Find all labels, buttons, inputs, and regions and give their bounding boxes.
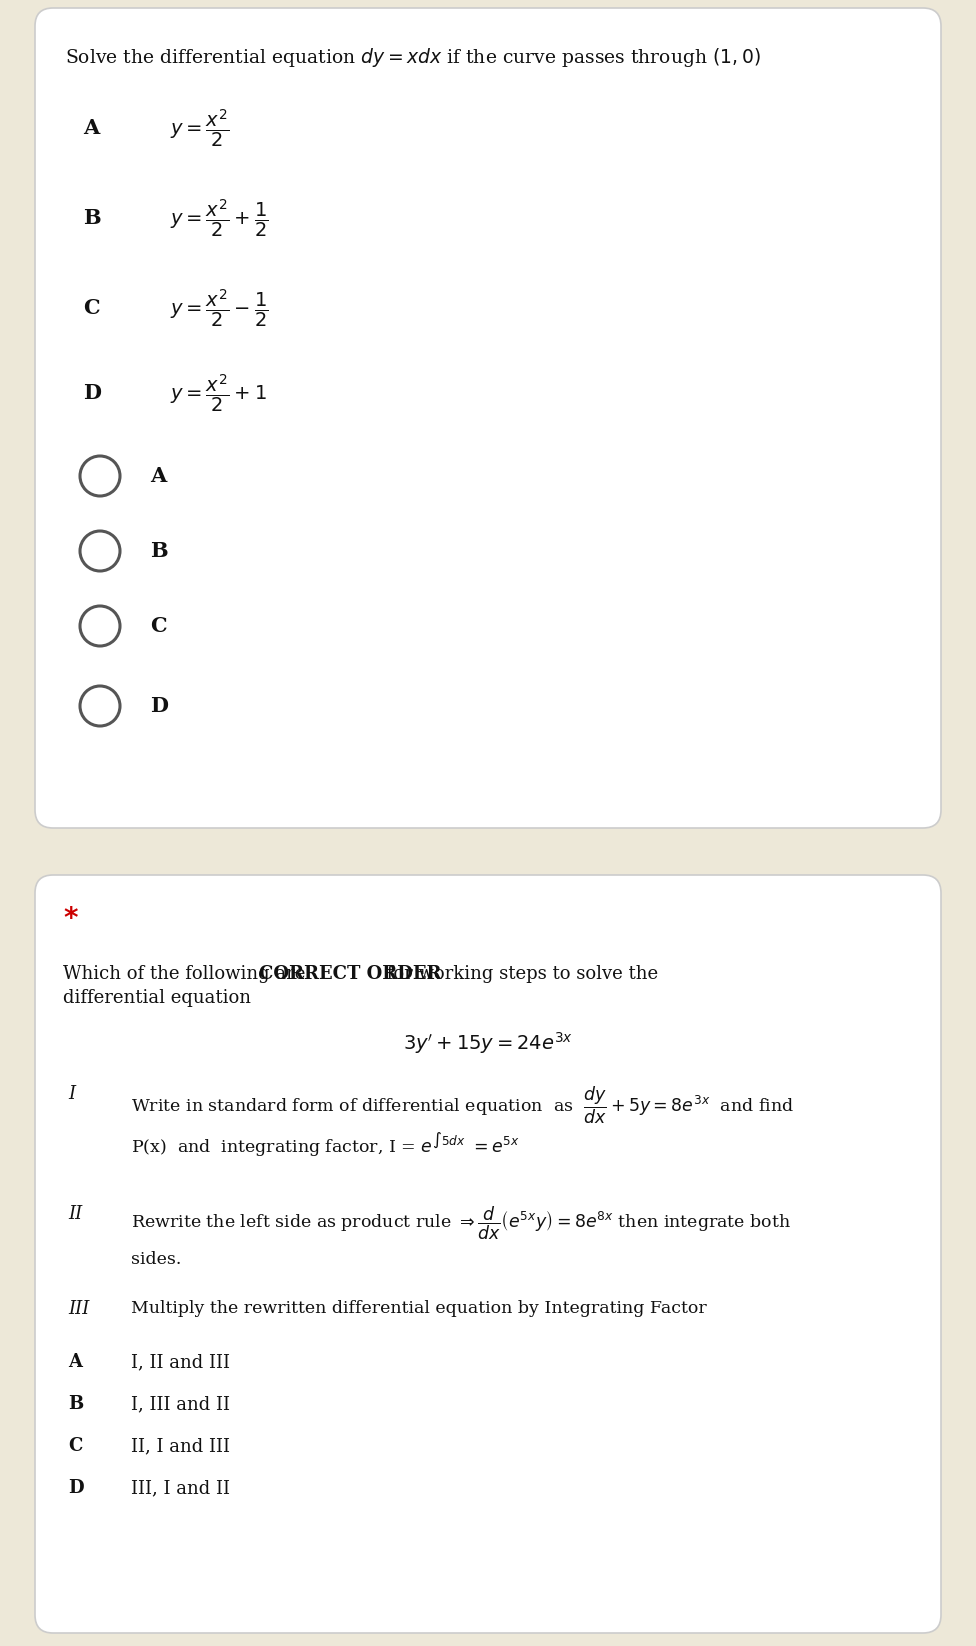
Text: D: D [150, 696, 168, 716]
FancyBboxPatch shape [35, 876, 941, 1633]
Text: C: C [68, 1437, 82, 1455]
Text: III, I and II: III, I and II [131, 1480, 230, 1496]
Text: $y = \dfrac{x^2}{2} + 1$: $y = \dfrac{x^2}{2} + 1$ [170, 372, 266, 415]
Text: II: II [68, 1205, 82, 1223]
Text: II, I and III: II, I and III [131, 1437, 230, 1455]
Text: D: D [83, 384, 101, 403]
Text: $3y' +15y = 24e^{3x}$: $3y' +15y = 24e^{3x}$ [403, 1030, 573, 1055]
Text: Write in standard form of differential equation  as  $\dfrac{dy}{dx} +5y = 8e^{3: Write in standard form of differential e… [131, 1085, 793, 1126]
Text: I: I [68, 1085, 75, 1103]
Text: B: B [150, 542, 168, 561]
Text: I, II and III: I, II and III [131, 1353, 230, 1371]
Text: $y = \dfrac{x^2}{2} + \dfrac{1}{2}$: $y = \dfrac{x^2}{2} + \dfrac{1}{2}$ [170, 198, 268, 239]
Text: $y = \dfrac{x^2}{2} - \dfrac{1}{2}$: $y = \dfrac{x^2}{2} - \dfrac{1}{2}$ [170, 286, 268, 329]
Text: Solve the differential equation $dy = xdx$ if the curve passes through $(1,0)$: Solve the differential equation $dy = xd… [65, 46, 760, 69]
Circle shape [80, 456, 120, 495]
FancyBboxPatch shape [35, 8, 941, 828]
Text: C: C [150, 616, 167, 635]
Text: A: A [68, 1353, 82, 1371]
Text: A: A [150, 466, 166, 486]
Text: Rewrite the left side as product rule $\Rightarrow \dfrac{d}{dx}\left(e^{5x}y\ri: Rewrite the left side as product rule $\… [131, 1205, 791, 1243]
Text: $y = \dfrac{x^2}{2}$: $y = \dfrac{x^2}{2}$ [170, 107, 229, 150]
Text: sides.: sides. [131, 1251, 182, 1267]
Text: Which of the following are: Which of the following are [63, 965, 311, 983]
Text: Multiply the rewritten differential equation by Integrating Factor: Multiply the rewritten differential equa… [131, 1300, 707, 1317]
Text: B: B [68, 1396, 83, 1412]
Text: C: C [83, 298, 100, 318]
Circle shape [80, 606, 120, 645]
Circle shape [80, 686, 120, 726]
Text: CORRECT ORDER: CORRECT ORDER [259, 965, 441, 983]
Circle shape [80, 532, 120, 571]
Text: III: III [68, 1300, 90, 1318]
Text: I, III and II: I, III and II [131, 1396, 230, 1412]
Text: A: A [83, 119, 100, 138]
Text: D: D [68, 1480, 84, 1496]
Text: for working steps to solve the: for working steps to solve the [381, 965, 658, 983]
Text: differential equation: differential equation [63, 989, 251, 1007]
Text: *: * [63, 905, 77, 933]
Text: B: B [83, 207, 101, 229]
Text: P(x)  and  integrating factor, I = $e^{\int 5dx}$ $= e^{5x}$: P(x) and integrating factor, I = $e^{\in… [131, 1131, 520, 1159]
